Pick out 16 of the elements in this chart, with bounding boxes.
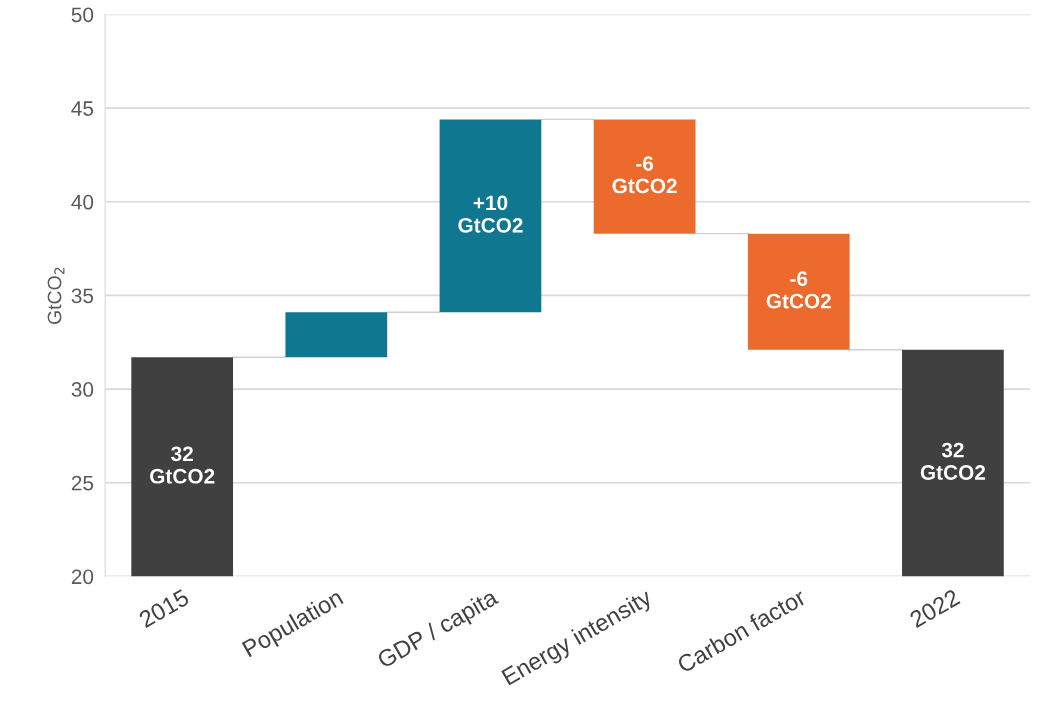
y-tick-label: 20 [71,569,94,585]
x-tick-label: 2015 [138,588,190,629]
data-label: 32 GtCO2 [150,446,215,484]
y-tick-label: 35 [71,288,94,304]
data-label: +10 GtCO2 [458,195,523,233]
y-tick-label: 50 [71,7,94,23]
y-tick-label: 25 [71,475,94,491]
data-label: 32 GtCO2 [920,442,986,480]
y-tick-label: 40 [71,194,94,210]
data-label: -6 GtCO2 [612,156,677,194]
y-tick-label: 30 [71,382,94,397]
y-tick-label: 45 [71,101,94,116]
y-axis-title: GtCO$_{2}$ [47,267,65,325]
data-label: -6 GtCO2 [766,271,831,309]
x-tick-label: 2022 [908,588,961,629]
x-tick-label: GDP / capita [375,587,502,673]
